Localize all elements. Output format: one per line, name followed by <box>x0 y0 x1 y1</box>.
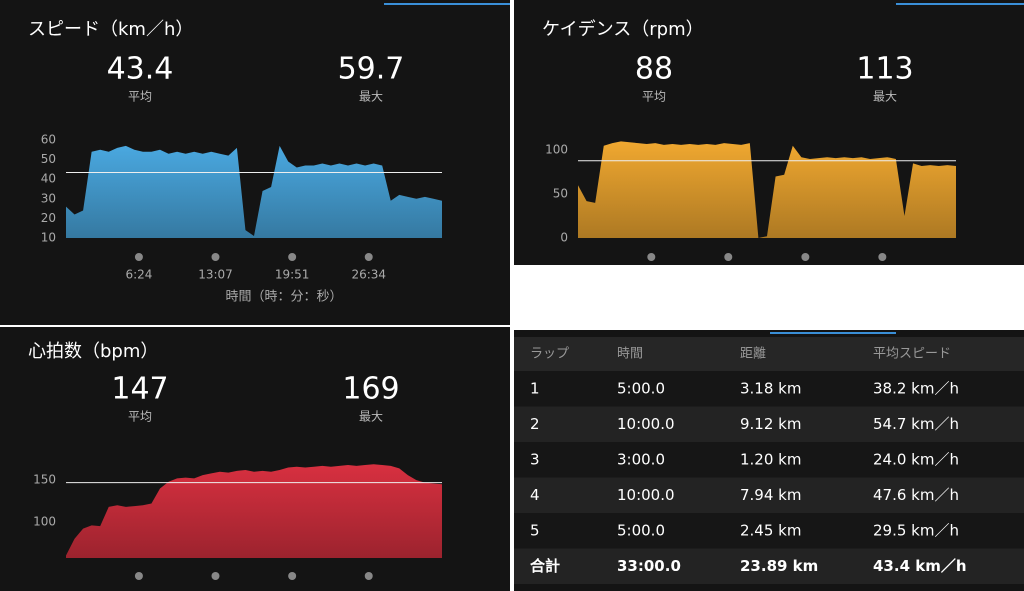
y-tick-label: 100 <box>545 143 568 157</box>
stat-value: 169 <box>342 372 399 407</box>
table-header: ラップ <box>530 347 569 362</box>
x-tick-dot <box>364 572 373 580</box>
table-cell: 5:00.0 <box>617 522 665 540</box>
x-tick-dot <box>801 253 810 261</box>
panel-title: ケイデンス（rpm） <box>542 19 704 40</box>
table-total-cell: 43.4 km／h <box>873 557 967 575</box>
table-cell: 47.6 km／h <box>873 486 959 504</box>
area <box>578 141 956 238</box>
table-header-bg <box>514 337 1024 371</box>
stat-value: 43.4 <box>107 52 174 87</box>
table-row-bg <box>514 406 1024 442</box>
y-tick-label: 10 <box>41 231 56 245</box>
x-tick-label: 13:07 <box>198 268 233 282</box>
table-row-bg <box>514 548 1024 584</box>
stat-label: 平均 <box>128 90 152 104</box>
x-tick-dot <box>134 253 143 261</box>
stat-value: 59.7 <box>338 52 405 87</box>
stat-label: 最大 <box>359 90 383 104</box>
stat-value: 113 <box>856 52 913 87</box>
table-cell: 4 <box>530 486 540 504</box>
x-axis-label: 時間（時：分：秒） <box>225 290 342 305</box>
y-tick-label: 50 <box>41 152 56 166</box>
table-cell: 3:00.0 <box>617 451 665 469</box>
y-tick-label: 30 <box>41 191 56 205</box>
x-tick-dot <box>724 253 733 261</box>
stat-value: 147 <box>111 372 168 407</box>
table-total-cell: 33:00.0 <box>617 557 681 575</box>
stat-label: 平均 <box>128 410 152 424</box>
y-tick-label: 20 <box>41 211 56 225</box>
y-tick-label: 100 <box>33 514 56 528</box>
table-total-cell: 合計 <box>529 557 560 575</box>
y-tick-label: 0 <box>560 231 568 245</box>
x-tick-dot <box>211 572 220 580</box>
table-header: 時間 <box>617 347 643 362</box>
table-row-bg <box>514 371 1024 407</box>
table-total-cell: 23.89 km <box>740 557 818 575</box>
area <box>66 464 442 558</box>
x-tick-label: 19:51 <box>275 268 310 282</box>
x-tick-label: 26:34 <box>351 268 386 282</box>
table-header: 距離 <box>740 347 766 362</box>
x-tick-dot <box>211 253 220 261</box>
x-tick-dot <box>288 572 297 580</box>
indicator <box>384 3 510 5</box>
table-cell: 10:00.0 <box>617 415 675 433</box>
x-tick-dot <box>288 253 297 261</box>
table-cell: 5 <box>530 522 540 540</box>
y-tick-label: 150 <box>33 473 56 487</box>
panel-title: 心拍数（bpm） <box>28 341 158 362</box>
table-cell: 9.12 km <box>740 415 801 433</box>
table-cell: 3.18 km <box>740 380 801 398</box>
stat-label: 最大 <box>873 90 897 104</box>
table-cell: 54.7 km／h <box>873 415 959 433</box>
table-cell: 1 <box>530 380 540 398</box>
area <box>66 145 442 238</box>
table-cell: 29.5 km／h <box>873 522 959 540</box>
table-cell: 7.94 km <box>740 486 801 504</box>
stat-label: 最大 <box>359 410 383 424</box>
x-tick-label: 6:24 <box>125 268 152 282</box>
table-cell: 38.2 km／h <box>873 380 959 398</box>
table-cell: 10:00.0 <box>617 486 675 504</box>
panel <box>0 0 510 325</box>
table-header: 平均スピード <box>873 347 951 362</box>
table-row-bg <box>514 477 1024 513</box>
table-cell: 3 <box>530 451 540 469</box>
table-cell: 1.20 km <box>740 451 801 469</box>
y-tick-label: 50 <box>553 187 568 201</box>
y-tick-label: 60 <box>41 133 56 147</box>
stat-value: 88 <box>635 52 673 87</box>
panel-title: スピード（km／h） <box>28 19 193 40</box>
x-tick-dot <box>134 572 143 580</box>
table-cell: 2 <box>530 415 540 433</box>
y-tick-label: 40 <box>41 172 56 186</box>
table-row-bg <box>514 513 1024 549</box>
x-tick-dot <box>878 253 887 261</box>
table-cell: 24.0 km／h <box>873 451 959 469</box>
x-tick-dot <box>364 253 373 261</box>
x-tick-dot <box>647 253 656 261</box>
table-cell: 5:00.0 <box>617 380 665 398</box>
table-row-bg <box>514 442 1024 478</box>
table-cell: 2.45 km <box>740 522 801 540</box>
indicator <box>896 3 1024 5</box>
indicator <box>770 332 896 334</box>
stat-label: 平均 <box>642 90 666 104</box>
